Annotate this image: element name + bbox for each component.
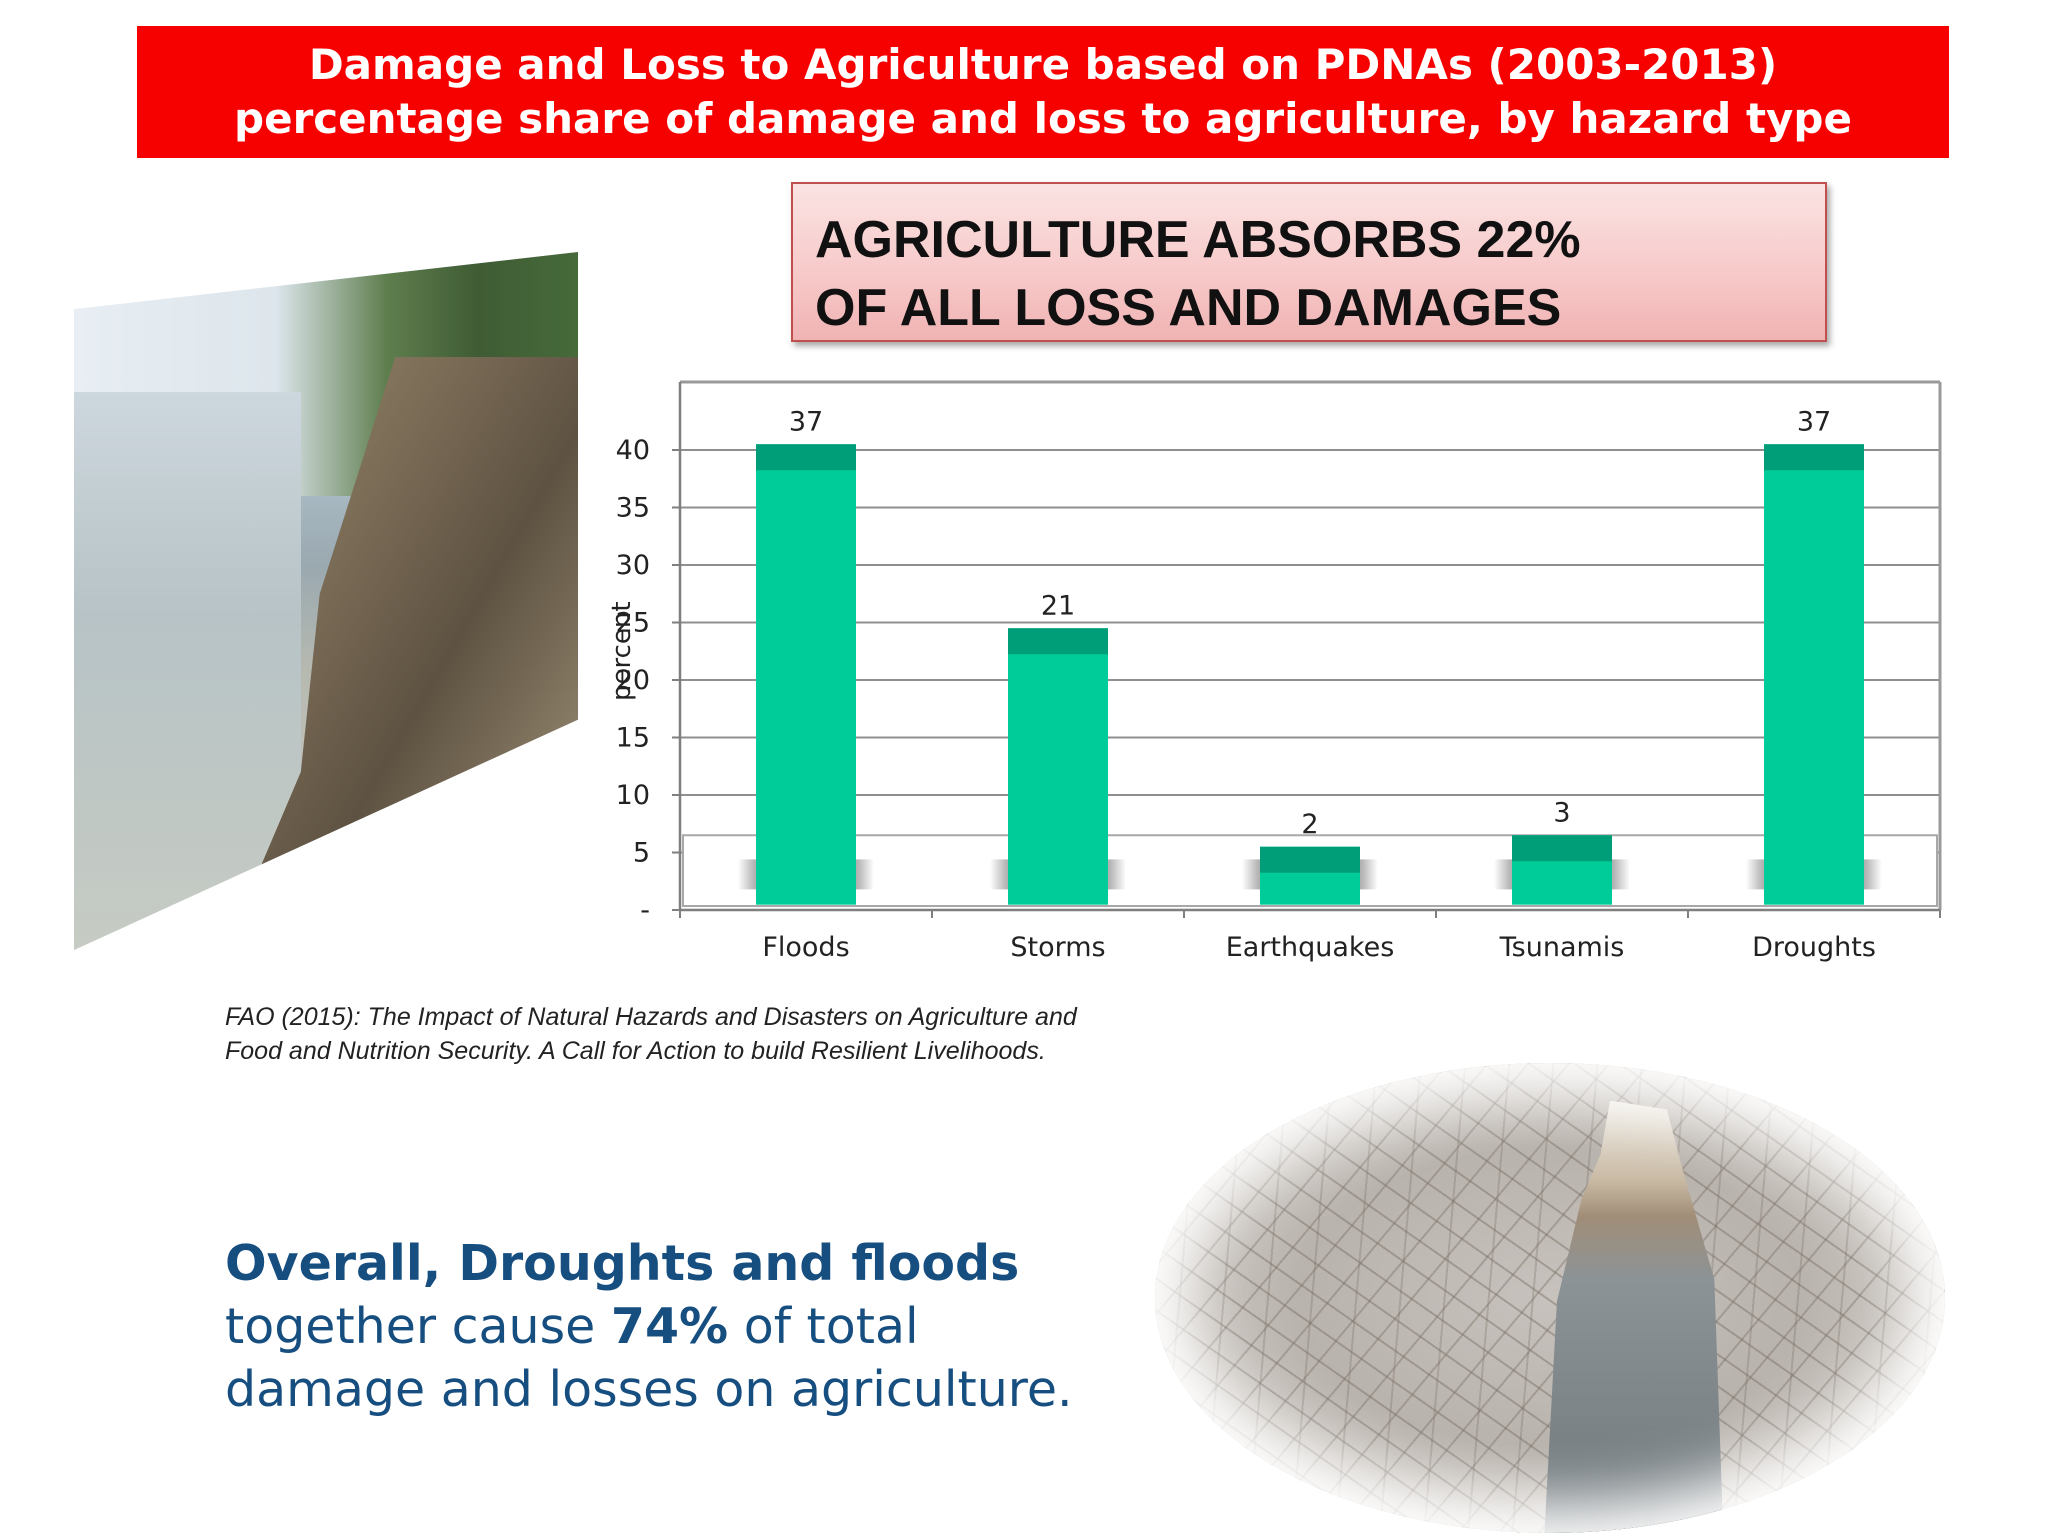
y-tick-label: 15: [616, 723, 650, 754]
y-tick-label: 40: [616, 435, 650, 466]
summary-percent: 74%: [610, 1298, 729, 1355]
grid-lines: [680, 449, 1940, 854]
x-tick-label: Droughts: [1752, 932, 1876, 963]
axes: [672, 382, 1941, 918]
callout-line-1: AGRICULTURE ABSORBS 22%: [815, 211, 1581, 269]
bars: [738, 444, 1882, 905]
y-tick-label: 5: [633, 838, 650, 869]
citation-line-1: FAO (2015): The Impact of Natural Hazard…: [225, 1003, 1077, 1031]
y-tick-label: 30: [616, 550, 650, 581]
bar-floods: [756, 444, 856, 905]
riverbank-erosion-photo: [74, 252, 578, 950]
bar-top-cap: [1512, 835, 1612, 862]
y-tick-label: 10: [616, 780, 650, 811]
data-label: 2: [1301, 809, 1318, 840]
y-tick-label: 20: [616, 665, 650, 696]
summary-part-3: of total: [728, 1298, 919, 1355]
labels: - 5 10 15 20 25 30 35 40 percent 37 Floods 21 Storms 2…: [607, 406, 1876, 963]
bar-droughts: [1764, 444, 1864, 905]
data-label: 3: [1553, 797, 1570, 828]
bar-top-cap: [1008, 628, 1108, 655]
citation-line-2: Food and Nutrition Security. A Call for …: [225, 1037, 1046, 1065]
summary-statement: Overall, Droughts and floods together ca…: [225, 1232, 1185, 1421]
bar-top-cap: [756, 444, 856, 471]
y-tick-label: -: [640, 895, 650, 926]
drought-farmer-photo: [1155, 1063, 1945, 1533]
y-axis-title: percent: [607, 601, 637, 701]
x-tick-label: Storms: [1010, 932, 1105, 963]
citation: FAO (2015): The Impact of Natural Hazard…: [225, 1000, 1261, 1068]
callout-line-2: OF ALL LOSS AND DAMAGES: [815, 279, 1562, 337]
bar-top-cap: [1260, 846, 1360, 873]
x-tick-label: Tsunamis: [1499, 932, 1625, 963]
hazard-bar-chart: - 5 10 15 20 25 30 35 40 percent 37 Floods 21 Storms 2…: [607, 380, 1942, 963]
title-line-2: percentage share of damage and loss to a…: [234, 94, 1852, 143]
data-label: 37: [789, 406, 823, 437]
title-banner: Damage and Loss to Agriculture based on …: [137, 26, 1949, 158]
data-label: 37: [1797, 406, 1831, 437]
title-line-1: Damage and Loss to Agriculture based on …: [308, 40, 1778, 89]
bar-storms: [1008, 628, 1108, 905]
x-tick-label: Earthquakes: [1226, 932, 1395, 963]
y-tick-label: 25: [616, 608, 650, 639]
y-tick-label: 35: [616, 493, 650, 524]
data-label: 21: [1041, 590, 1075, 621]
key-message-callout: AGRICULTURE ABSORBS 22% OF ALL LOSS AND …: [791, 182, 1827, 342]
bar-top-cap: [1764, 444, 1864, 471]
x-tick-label: Floods: [762, 932, 849, 963]
summary-part-2: together cause: [225, 1298, 611, 1355]
summary-line-3: damage and losses on agriculture.: [225, 1361, 1073, 1418]
summary-bold-part: Overall, Droughts and floods: [225, 1235, 1020, 1292]
